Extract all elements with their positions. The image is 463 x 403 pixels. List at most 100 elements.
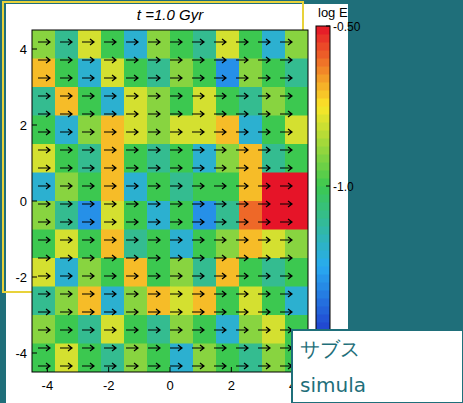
heat-cell: [193, 230, 217, 259]
heat-cell: [216, 87, 240, 116]
arrow: [148, 291, 160, 297]
colorbar-step: [316, 138, 330, 147]
arrow: [104, 291, 116, 297]
arrow: [280, 327, 292, 333]
arrow: [148, 111, 160, 117]
arrow: [104, 147, 116, 153]
heat-cell: [32, 258, 56, 287]
arrow: [214, 147, 226, 153]
heat-cell: [101, 173, 125, 202]
arrow: [104, 201, 116, 207]
arrow: [82, 273, 94, 279]
arrow: [170, 273, 182, 279]
heat-cell: [78, 201, 102, 230]
arrow: [82, 237, 94, 243]
arrow: [192, 273, 204, 279]
heat-cell: [239, 87, 263, 116]
heat-cell: [55, 315, 79, 344]
heat-cell: [170, 144, 194, 173]
heat-cell: [216, 258, 240, 287]
arrow: [38, 363, 50, 369]
arrow: [170, 147, 182, 153]
arrow: [82, 57, 94, 63]
arrow: [126, 291, 138, 297]
heat-cell: [78, 59, 102, 88]
heat-cell: [239, 230, 263, 259]
arrow: [148, 129, 160, 135]
heat-cell: [216, 287, 240, 316]
title: t =1.0 Gyr: [137, 6, 204, 23]
x-tick-label: 0: [166, 378, 173, 393]
arrow: [104, 363, 116, 369]
heat-cell: [170, 59, 194, 88]
arrow: [214, 201, 226, 207]
heat-cell: [239, 173, 263, 202]
arrow: [104, 237, 116, 243]
arrow: [258, 93, 270, 99]
arrow: [258, 39, 270, 45]
arrow: [104, 345, 116, 351]
arrow: [236, 147, 248, 153]
heat-cell: [193, 315, 217, 344]
heat-cell: [55, 30, 79, 59]
colorbar-step: [316, 178, 330, 187]
arrow: [38, 345, 50, 351]
arrow: [148, 147, 160, 153]
x-tick: [47, 367, 48, 372]
heat-cell: [193, 87, 217, 116]
heat-cell: [147, 30, 171, 59]
arrow: [236, 57, 248, 63]
heat-cell: [193, 201, 217, 230]
arrow: [236, 93, 248, 99]
x-tick: [231, 367, 232, 372]
arrow: [126, 75, 138, 81]
heat-cell: [124, 287, 148, 316]
arrow: [192, 111, 204, 117]
heat-cell: [170, 230, 194, 259]
arrow: [148, 183, 160, 189]
heat-cell: [78, 230, 102, 259]
arrow: [280, 183, 292, 189]
arrow: [280, 273, 292, 279]
arrow: [192, 309, 204, 315]
arrow: [60, 309, 72, 315]
arrow: [126, 93, 138, 99]
heat-cell: [32, 30, 56, 59]
colorbar-tick: [326, 186, 330, 187]
heat-cell: [101, 87, 125, 116]
caption-box: [292, 330, 463, 403]
arrow: [60, 111, 72, 117]
arrow: [170, 93, 182, 99]
colorbar-step: [316, 266, 330, 275]
arrow: [192, 39, 204, 45]
arrow: [126, 111, 138, 117]
arrow: [236, 183, 248, 189]
heat-cell: [170, 344, 194, 373]
colorbar-step: [316, 162, 330, 171]
heat-cell: [32, 287, 56, 316]
arrow: [170, 57, 182, 63]
arrow: [126, 147, 138, 153]
arrow: [170, 75, 182, 81]
heat-cell: [101, 258, 125, 287]
heat-cell: [239, 116, 263, 145]
y-tick: [32, 201, 37, 202]
arrow: [148, 327, 160, 333]
heat-cell: [78, 315, 102, 344]
arrow: [236, 111, 248, 117]
arrow: [60, 345, 72, 351]
heat-cell: [262, 30, 286, 59]
colorbar-step: [316, 42, 330, 51]
velocity-arrows: [38, 39, 292, 369]
heat-cell: [193, 258, 217, 287]
arrow: [280, 165, 292, 171]
arrow: [126, 309, 138, 315]
heat-cell: [170, 173, 194, 202]
arrow: [214, 183, 226, 189]
arrow: [192, 219, 204, 225]
heat-cell: [55, 287, 79, 316]
arrow: [82, 183, 94, 189]
arrow: [214, 219, 226, 225]
arrow: [38, 237, 50, 243]
heat-cell: [32, 59, 56, 88]
